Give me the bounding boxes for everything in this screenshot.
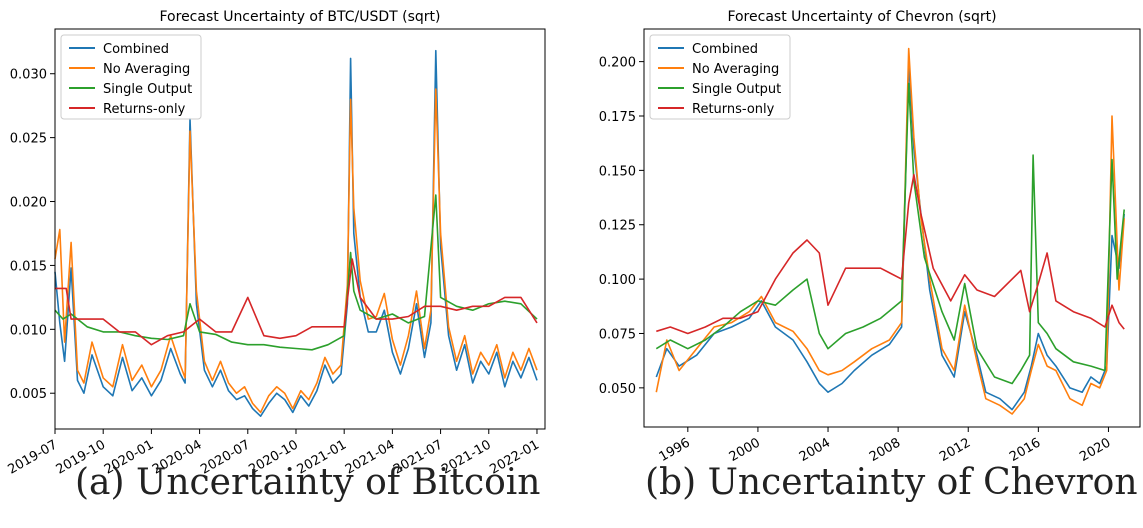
legend-label: Single Output [692, 82, 781, 97]
legend-box [60, 34, 202, 120]
x-tick-label: 2020 [1077, 435, 1113, 465]
y-tick-label: 0.075 [599, 327, 636, 342]
y-tick-label: 0.200 [599, 56, 636, 71]
legend-label: Returns-only [692, 102, 775, 117]
btc-series-lines [54, 49, 538, 418]
series-line-combined [54, 49, 538, 418]
x-tick-label: 2012 [937, 435, 973, 465]
btc-legend: Combined No Averaging Single Output Returns… [60, 34, 202, 120]
y-tick-label: 0.010 [10, 323, 47, 338]
btc-panel: Forecast Uncertainty of BTC/USDT (sqrt) … [5, 9, 546, 478]
x-tick-label: 2016 [1007, 435, 1043, 465]
legend-label: Combined [692, 42, 758, 57]
y-tick-label: 0.175 [599, 110, 636, 125]
legend-label: No Averaging [103, 62, 190, 77]
y-tick-label: 0.030 [10, 68, 47, 83]
y-tick-label: 0.015 [10, 259, 47, 274]
y-tick-label: 0.125 [599, 219, 636, 234]
series-line-single-output [54, 194, 538, 351]
x-tick-label: 2008 [867, 435, 903, 465]
y-tick-label: 0.050 [599, 382, 636, 397]
chevron-series-lines [655, 47, 1125, 415]
legend-label: Single Output [103, 82, 192, 97]
btc-axes: 0.0050.0100.0150.0200.0250.0302019-07201… [5, 68, 542, 478]
series-line-returns-only [55, 258, 538, 346]
x-tick-label: 2004 [797, 435, 833, 465]
series-line-no-averaging [54, 88, 538, 414]
x-tick-label: 2000 [727, 435, 763, 465]
y-tick-label: 0.020 [10, 196, 47, 211]
chart-title: Forecast Uncertainty of Chevron (sqrt) [727, 9, 996, 25]
btc-plot-frame [54, 28, 546, 430]
y-tick-label: 0.150 [599, 164, 636, 179]
chevron-plot-frame [643, 28, 1141, 428]
chart-title: Forecast Uncertainty of BTC/USDT (sqrt) [160, 9, 441, 25]
series-line-no-averaging [655, 47, 1125, 415]
caption-bitcoin: (a) Uncertainty of Bitcoin [75, 462, 541, 503]
legend-label: Combined [103, 42, 169, 57]
series-line-returns-only [656, 173, 1125, 335]
series-line-single-output [655, 82, 1125, 385]
chevron-panel: Forecast Uncertainty of Chevron (sqrt) 0… [599, 9, 1141, 465]
x-tick-label: 2019-07 [5, 437, 60, 477]
y-tick-label: 0.100 [599, 273, 636, 288]
y-tick-label: 0.005 [10, 387, 47, 402]
x-tick-label: 1996 [657, 435, 693, 465]
legend-box [649, 34, 791, 120]
y-tick-label: 0.025 [10, 132, 47, 147]
legend-label: No Averaging [692, 62, 779, 77]
legend-label: Returns-only [103, 102, 186, 117]
caption-chevron: (b) Uncertainty of Chevron [645, 462, 1138, 503]
chevron-legend: Combined No Averaging Single Output Returns… [649, 34, 791, 120]
